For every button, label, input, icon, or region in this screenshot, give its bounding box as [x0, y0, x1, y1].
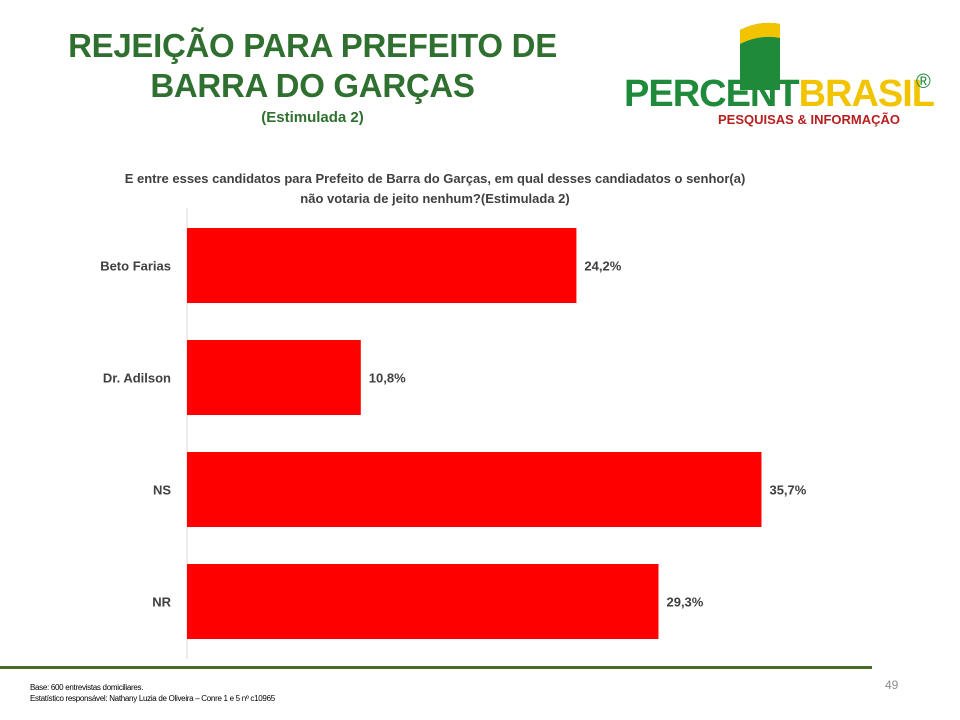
bar-3 — [187, 564, 659, 639]
title-subtitle: (Estimulada 2) — [261, 109, 364, 126]
percent-brasil-logo: PERCENTBRASIL ® PESQUISAS & INFORMAÇÃO — [624, 22, 936, 127]
footer-divider — [0, 666, 872, 669]
title-line-1: REJEIÇÃO PARA PREFEITO DE — [68, 27, 557, 64]
logo-registered-mark: ® — [916, 71, 931, 93]
data-label: 35,7% — [769, 483, 806, 498]
question-line-2: não votaria de jeito nenhum?(Estimulada … — [300, 191, 570, 206]
category-label: NR — [152, 595, 171, 610]
footer-base: Base: 600 entrevistas domiciliares. — [30, 683, 144, 692]
logo-flag-stripe-icon — [740, 22, 780, 44]
bar-0 — [187, 228, 577, 303]
category-label: Beto Farias — [100, 259, 171, 274]
title-line-2: BARRA DO GARÇAS — [150, 67, 475, 104]
logo-word-brasil: BRASIL — [799, 73, 935, 115]
question-line-1: E entre esses candidatos para Prefeito d… — [124, 171, 746, 186]
footer-statistician: Estatístico responsável: Nathany Luzia d… — [30, 694, 275, 703]
bar-1 — [187, 340, 361, 415]
page-number: 49 — [885, 678, 899, 692]
bar-2 — [187, 452, 762, 527]
page-title: REJEIÇÃO PARA PREFEITO DE BARRA DO GARÇA… — [60, 26, 565, 128]
data-label: 10,8% — [369, 371, 406, 386]
survey-question: E entre esses candidatos para Prefeito d… — [40, 169, 830, 209]
svg-text:PERCENTBRASIL: PERCENTBRASIL — [624, 73, 935, 115]
data-label: 29,3% — [666, 595, 703, 610]
logo-word-percent: PERCENT — [624, 73, 799, 115]
logo-tagline: PESQUISAS & INFORMAÇÃO — [718, 112, 900, 127]
category-label: Dr. Adilson — [103, 371, 171, 386]
category-label: NS — [153, 483, 171, 498]
data-label: 24,2% — [584, 259, 621, 274]
footer-note: Base: 600 entrevistas domiciliares. Esta… — [30, 682, 275, 704]
